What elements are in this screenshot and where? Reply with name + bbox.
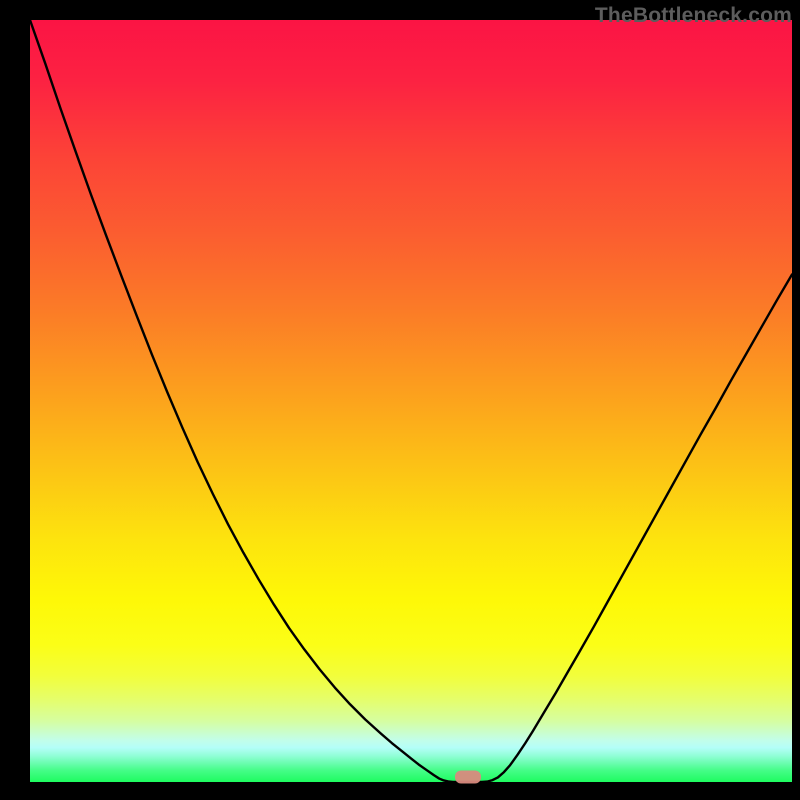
chart-frame: TheBottleneck.com <box>0 0 800 800</box>
watermark-text: TheBottleneck.com <box>595 4 792 28</box>
minimum-marker <box>455 771 481 784</box>
gradient-background <box>30 20 792 782</box>
plot-area <box>30 20 792 782</box>
plot-svg <box>30 20 792 782</box>
